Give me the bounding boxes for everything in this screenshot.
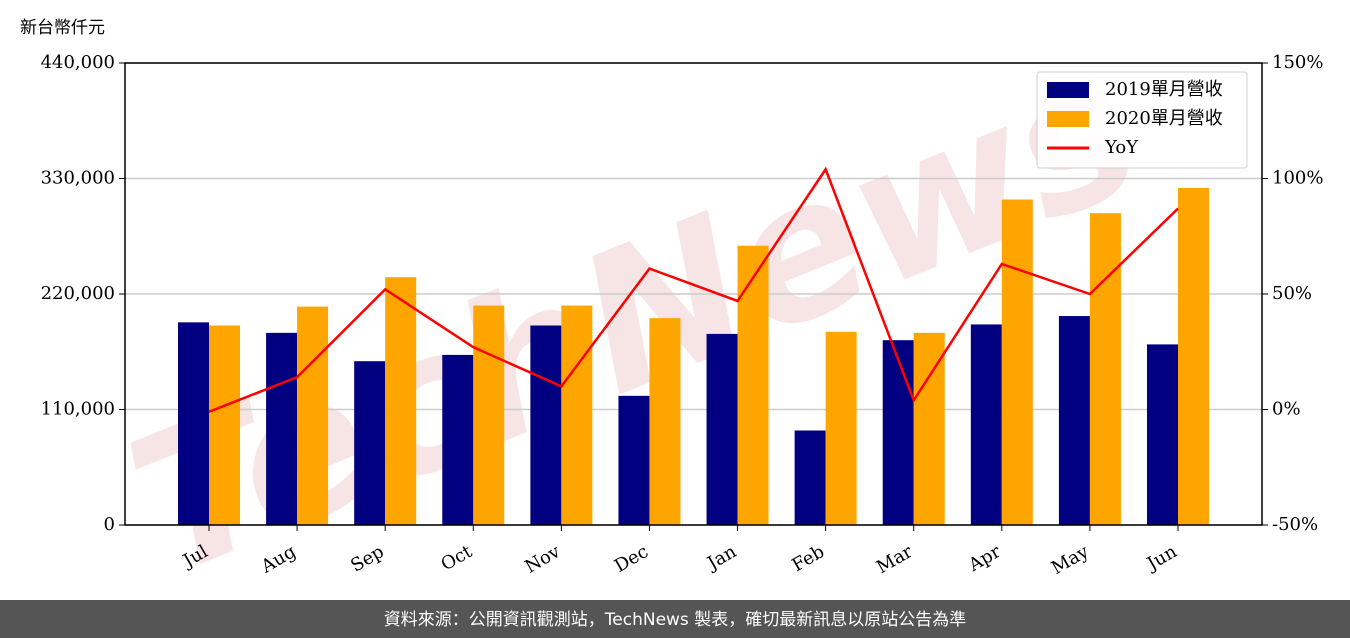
y-tick-label: 330,000 xyxy=(41,168,115,189)
legend-swatch xyxy=(1047,111,1089,127)
bar xyxy=(618,395,650,525)
y2-tick-label: -50% xyxy=(1272,514,1318,535)
legend-label: 2019單月營收 xyxy=(1105,79,1223,100)
bar xyxy=(297,306,329,525)
y-tick-label: 440,000 xyxy=(41,52,115,73)
y2-tick-label: 0% xyxy=(1272,399,1301,420)
y-tick-label: 110,000 xyxy=(41,399,115,420)
bar xyxy=(1058,316,1090,525)
x-tick-label: Apr xyxy=(964,541,1004,576)
x-tick-label: Feb xyxy=(788,541,828,576)
bar xyxy=(794,430,826,525)
bar xyxy=(178,322,209,525)
x-tick-label: May xyxy=(1048,541,1093,579)
y2-tick-label: 100% xyxy=(1272,168,1323,189)
y2-tick-label: 150% xyxy=(1272,52,1323,73)
bar xyxy=(706,333,738,525)
bar xyxy=(825,331,857,525)
bar xyxy=(737,245,769,525)
bar xyxy=(266,332,298,525)
bar xyxy=(209,325,240,525)
bar xyxy=(649,318,681,525)
y-tick-label: 220,000 xyxy=(41,283,115,304)
x-tick-label: Jun xyxy=(1142,541,1181,576)
legend-swatch xyxy=(1047,82,1089,98)
x-tick-label: Mar xyxy=(873,541,917,578)
yoy-line xyxy=(208,166,1179,413)
bar xyxy=(385,277,417,525)
bar xyxy=(1147,344,1178,525)
footer-bar xyxy=(0,600,1350,638)
bar xyxy=(1001,199,1033,525)
y-tick-label: 0 xyxy=(104,514,115,535)
x-tick-label: Dec xyxy=(611,541,652,577)
bar xyxy=(530,325,562,525)
legend-label: YoY xyxy=(1104,137,1139,158)
bar xyxy=(882,340,914,525)
bar xyxy=(473,305,505,525)
bar xyxy=(561,305,593,525)
bar xyxy=(1089,213,1121,525)
bar xyxy=(1178,187,1209,525)
x-tick-label: Jan xyxy=(702,541,740,575)
bar xyxy=(442,354,474,525)
bar xyxy=(913,332,945,525)
x-tick-label: Nov xyxy=(522,541,565,578)
x-tick-label: Oct xyxy=(437,541,476,576)
legend-label: 2020單月營收 xyxy=(1105,108,1223,129)
bar xyxy=(970,324,1002,525)
y-axis-label: 新台幣仟元 xyxy=(20,18,105,38)
y2-tick-label: 50% xyxy=(1272,283,1312,304)
footer: 資料來源：公開資訊觀測站，TechNews 製表，確切最新訊息以原站公告為準 xyxy=(384,610,966,630)
legend-box xyxy=(1036,71,1248,169)
bar xyxy=(354,361,386,525)
plot-frame xyxy=(124,62,1263,526)
